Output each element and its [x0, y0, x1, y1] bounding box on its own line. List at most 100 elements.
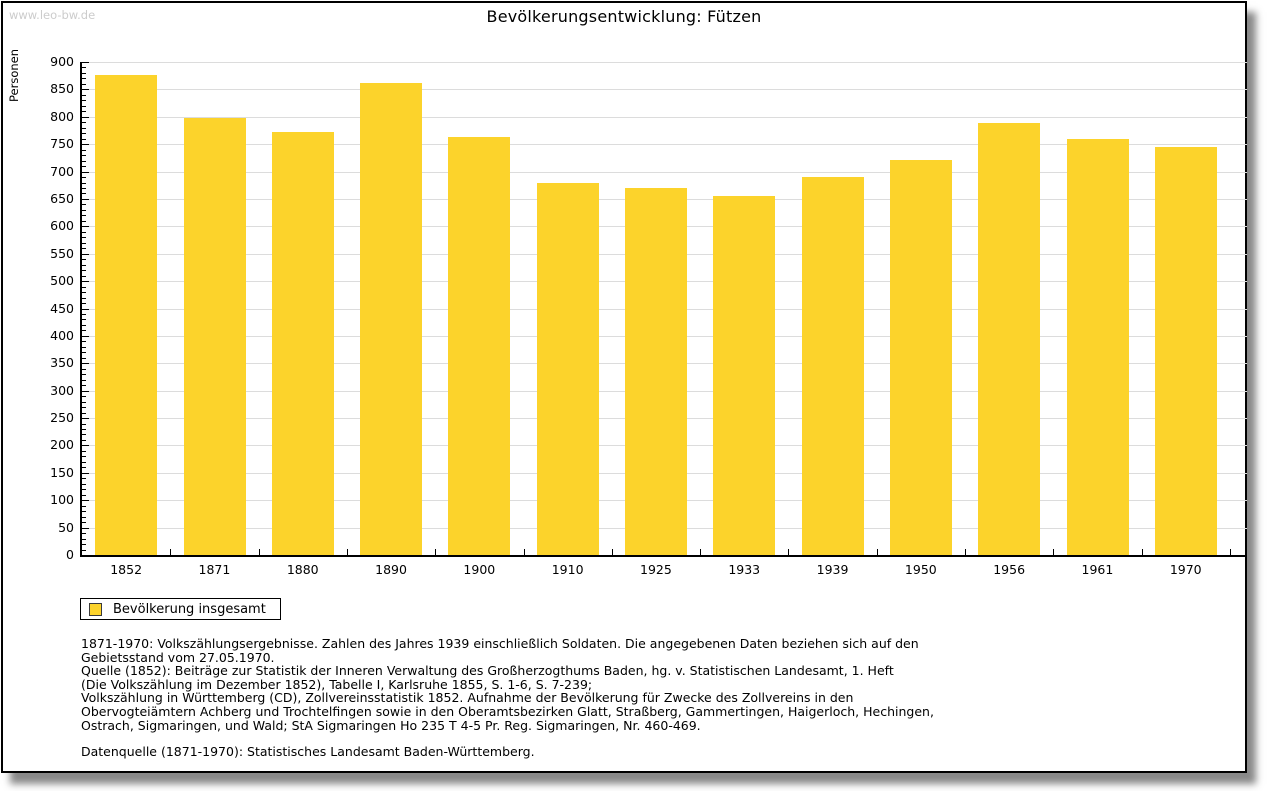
- x-tick-label: 1956: [993, 562, 1026, 577]
- y-minor-tick: [82, 161, 86, 162]
- x-tick: [788, 549, 790, 555]
- x-tick: [1229, 549, 1231, 555]
- bar-1910: [536, 183, 599, 555]
- y-minor-tick: [82, 402, 86, 403]
- y-minor-tick: [82, 440, 86, 441]
- x-tick: [435, 549, 437, 555]
- y-tick-label: 100: [50, 492, 74, 507]
- bar-1900: [448, 137, 511, 555]
- y-major-tick: [82, 445, 89, 446]
- x-tick-label: 1950: [904, 562, 937, 577]
- y-minor-tick: [82, 155, 86, 156]
- y-minor-tick: [82, 215, 86, 216]
- x-tick-label: 1925: [640, 562, 672, 577]
- y-minor-tick: [82, 204, 86, 205]
- y-axis-label: Personen: [7, 48, 21, 102]
- y-minor-tick: [82, 407, 86, 408]
- x-tick: [965, 549, 966, 555]
- x-tick: [346, 549, 348, 555]
- y-minor-tick: [82, 67, 86, 68]
- y-minor-tick: [82, 243, 86, 244]
- y-minor-tick: [82, 111, 86, 112]
- y-axis-line: [80, 62, 82, 557]
- gridline: [81, 89, 1247, 90]
- bar-1970: [1154, 146, 1217, 555]
- note-paragraph: Datenquelle (1871-1970): Statistisches L…: [81, 744, 535, 760]
- y-tick-label: 800: [50, 109, 74, 124]
- y-major-tick: [82, 418, 89, 419]
- y-minor-tick: [82, 467, 86, 468]
- y-minor-tick: [82, 314, 86, 315]
- y-major-tick: [82, 199, 89, 200]
- y-major-tick: [82, 363, 89, 364]
- y-minor-tick: [82, 424, 86, 425]
- y-major-tick: [82, 254, 89, 255]
- y-minor-tick: [82, 478, 86, 479]
- y-tick-label: 550: [50, 246, 74, 261]
- bar-1956: [978, 123, 1041, 555]
- bar-1950: [889, 159, 952, 555]
- y-tick-label: 450: [50, 301, 74, 316]
- chart-page: www.leo-bw.de Bevölkerungsentwicklung: F…: [1, 1, 1247, 773]
- y-minor-tick: [82, 95, 86, 96]
- y-tick-label: 850: [50, 81, 74, 96]
- gridline: [81, 117, 1247, 118]
- y-tick-label: 200: [50, 437, 74, 452]
- x-axis-line: [80, 555, 1247, 557]
- y-tick-label: 150: [50, 465, 74, 480]
- x-tick-label: 1933: [728, 562, 761, 577]
- y-minor-tick: [82, 319, 86, 320]
- y-minor-tick: [82, 188, 86, 189]
- y-minor-tick: [82, 539, 86, 540]
- bar-1961: [1066, 139, 1129, 555]
- y-minor-tick: [82, 133, 86, 134]
- y-minor-tick: [82, 139, 86, 140]
- y-major-tick: [82, 391, 89, 392]
- legend: Bevölkerung insgesamt: [80, 598, 281, 620]
- y-minor-tick: [82, 352, 86, 353]
- gridline: [81, 62, 1247, 63]
- bar-1871: [183, 117, 246, 555]
- y-major-tick: [82, 172, 89, 173]
- y-minor-tick: [82, 550, 86, 551]
- y-major-tick: [82, 500, 89, 501]
- y-minor-tick: [82, 369, 86, 370]
- y-minor-tick: [82, 84, 86, 85]
- y-minor-tick: [82, 193, 86, 194]
- y-tick-label: 250: [50, 410, 74, 425]
- x-tick-label: 1970: [1169, 562, 1202, 577]
- y-minor-tick: [82, 232, 86, 233]
- y-minor-tick: [82, 298, 86, 299]
- bar-1939: [801, 176, 864, 555]
- x-tick: [258, 549, 260, 555]
- x-tick: [876, 549, 878, 555]
- note-paragraph: Quelle (1852): Beiträge zur Statistik de…: [81, 663, 894, 692]
- x-tick: [1053, 549, 1055, 555]
- y-tick-label: 700: [50, 164, 74, 179]
- y-minor-tick: [82, 166, 86, 167]
- x-tick: [1141, 549, 1143, 555]
- y-minor-tick: [82, 522, 86, 523]
- y-minor-tick: [82, 434, 86, 435]
- y-major-tick: [82, 309, 89, 310]
- y-minor-tick: [82, 495, 86, 496]
- y-minor-tick: [82, 287, 86, 288]
- y-minor-tick: [82, 265, 86, 266]
- y-minor-tick: [82, 484, 86, 485]
- y-major-tick: [82, 117, 89, 118]
- y-minor-tick: [82, 122, 86, 123]
- y-minor-tick: [82, 330, 86, 331]
- x-tick: [611, 549, 613, 555]
- y-minor-tick: [82, 177, 86, 178]
- y-major-tick: [82, 62, 89, 63]
- y-minor-tick: [82, 325, 86, 326]
- y-major-tick: [82, 89, 89, 90]
- gridline: [81, 144, 1247, 145]
- gridline: [81, 172, 1247, 173]
- note-paragraph: Volkszählung in Württemberg (CD), Zollve…: [81, 690, 934, 733]
- bar-1880: [271, 132, 334, 555]
- y-tick-label: 650: [50, 191, 74, 206]
- y-major-tick: [82, 144, 89, 145]
- y-minor-tick: [82, 237, 86, 238]
- x-tick-label: 1880: [286, 562, 319, 577]
